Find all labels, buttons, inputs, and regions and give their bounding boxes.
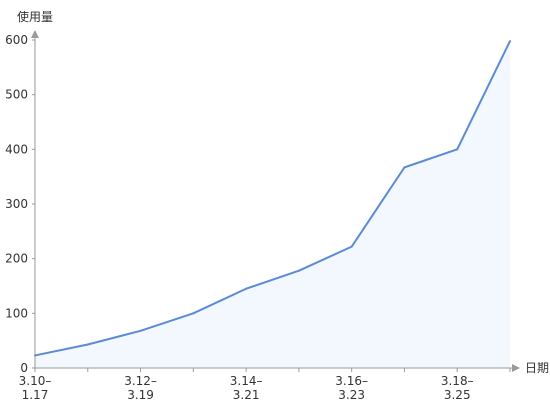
x-tick-label-line2: 3.21 xyxy=(233,388,260,402)
series-point xyxy=(139,329,142,332)
x-tick-label-line1: 3.14– xyxy=(230,374,263,388)
x-tick-label-line1: 3.18– xyxy=(441,374,474,388)
x-tick-label-line2: 3.25 xyxy=(444,388,471,402)
series-point xyxy=(350,245,353,248)
series-point xyxy=(403,166,406,169)
x-tick-label-line2: 3.23 xyxy=(338,388,365,402)
y-tick-label: 500 xyxy=(5,88,28,102)
y-tick-label: 0 xyxy=(20,361,28,375)
series-point xyxy=(509,40,511,43)
line-layer xyxy=(34,40,511,357)
y-tick-label: 100 xyxy=(5,306,28,320)
y-tick-label: 200 xyxy=(5,252,28,266)
y-axis-arrow-icon xyxy=(31,30,39,38)
series-point xyxy=(456,148,459,151)
y-tick-label: 600 xyxy=(5,33,28,47)
x-tick-label-line1: 3.10– xyxy=(19,374,52,388)
y-tick-label: 300 xyxy=(5,197,28,211)
x-tick-label-line1: 3.16– xyxy=(335,374,368,388)
x-tick-label-line2: 3.19 xyxy=(127,388,154,402)
series-area-fill xyxy=(35,41,510,369)
y-tick-label: 400 xyxy=(5,142,28,156)
series-point xyxy=(34,354,36,357)
series-point xyxy=(297,269,300,272)
axis-layer xyxy=(31,30,520,372)
series-point xyxy=(192,312,195,315)
y-axis-title: 使用量 xyxy=(17,9,53,24)
series-point xyxy=(245,287,248,290)
x-tick-label-line2: 1.17 xyxy=(22,388,49,402)
area-layer xyxy=(35,41,510,369)
x-axis-title: 日期 xyxy=(525,361,549,375)
series-point xyxy=(86,343,89,346)
x-axis-arrow-icon xyxy=(512,364,520,372)
series-line xyxy=(34,40,511,357)
x-tick-label-line1: 3.12– xyxy=(124,374,157,388)
label-layer: 0 100 200 300 400 500 600 3.10–1.17 3.12–3.19 3.1… xyxy=(5,9,549,402)
